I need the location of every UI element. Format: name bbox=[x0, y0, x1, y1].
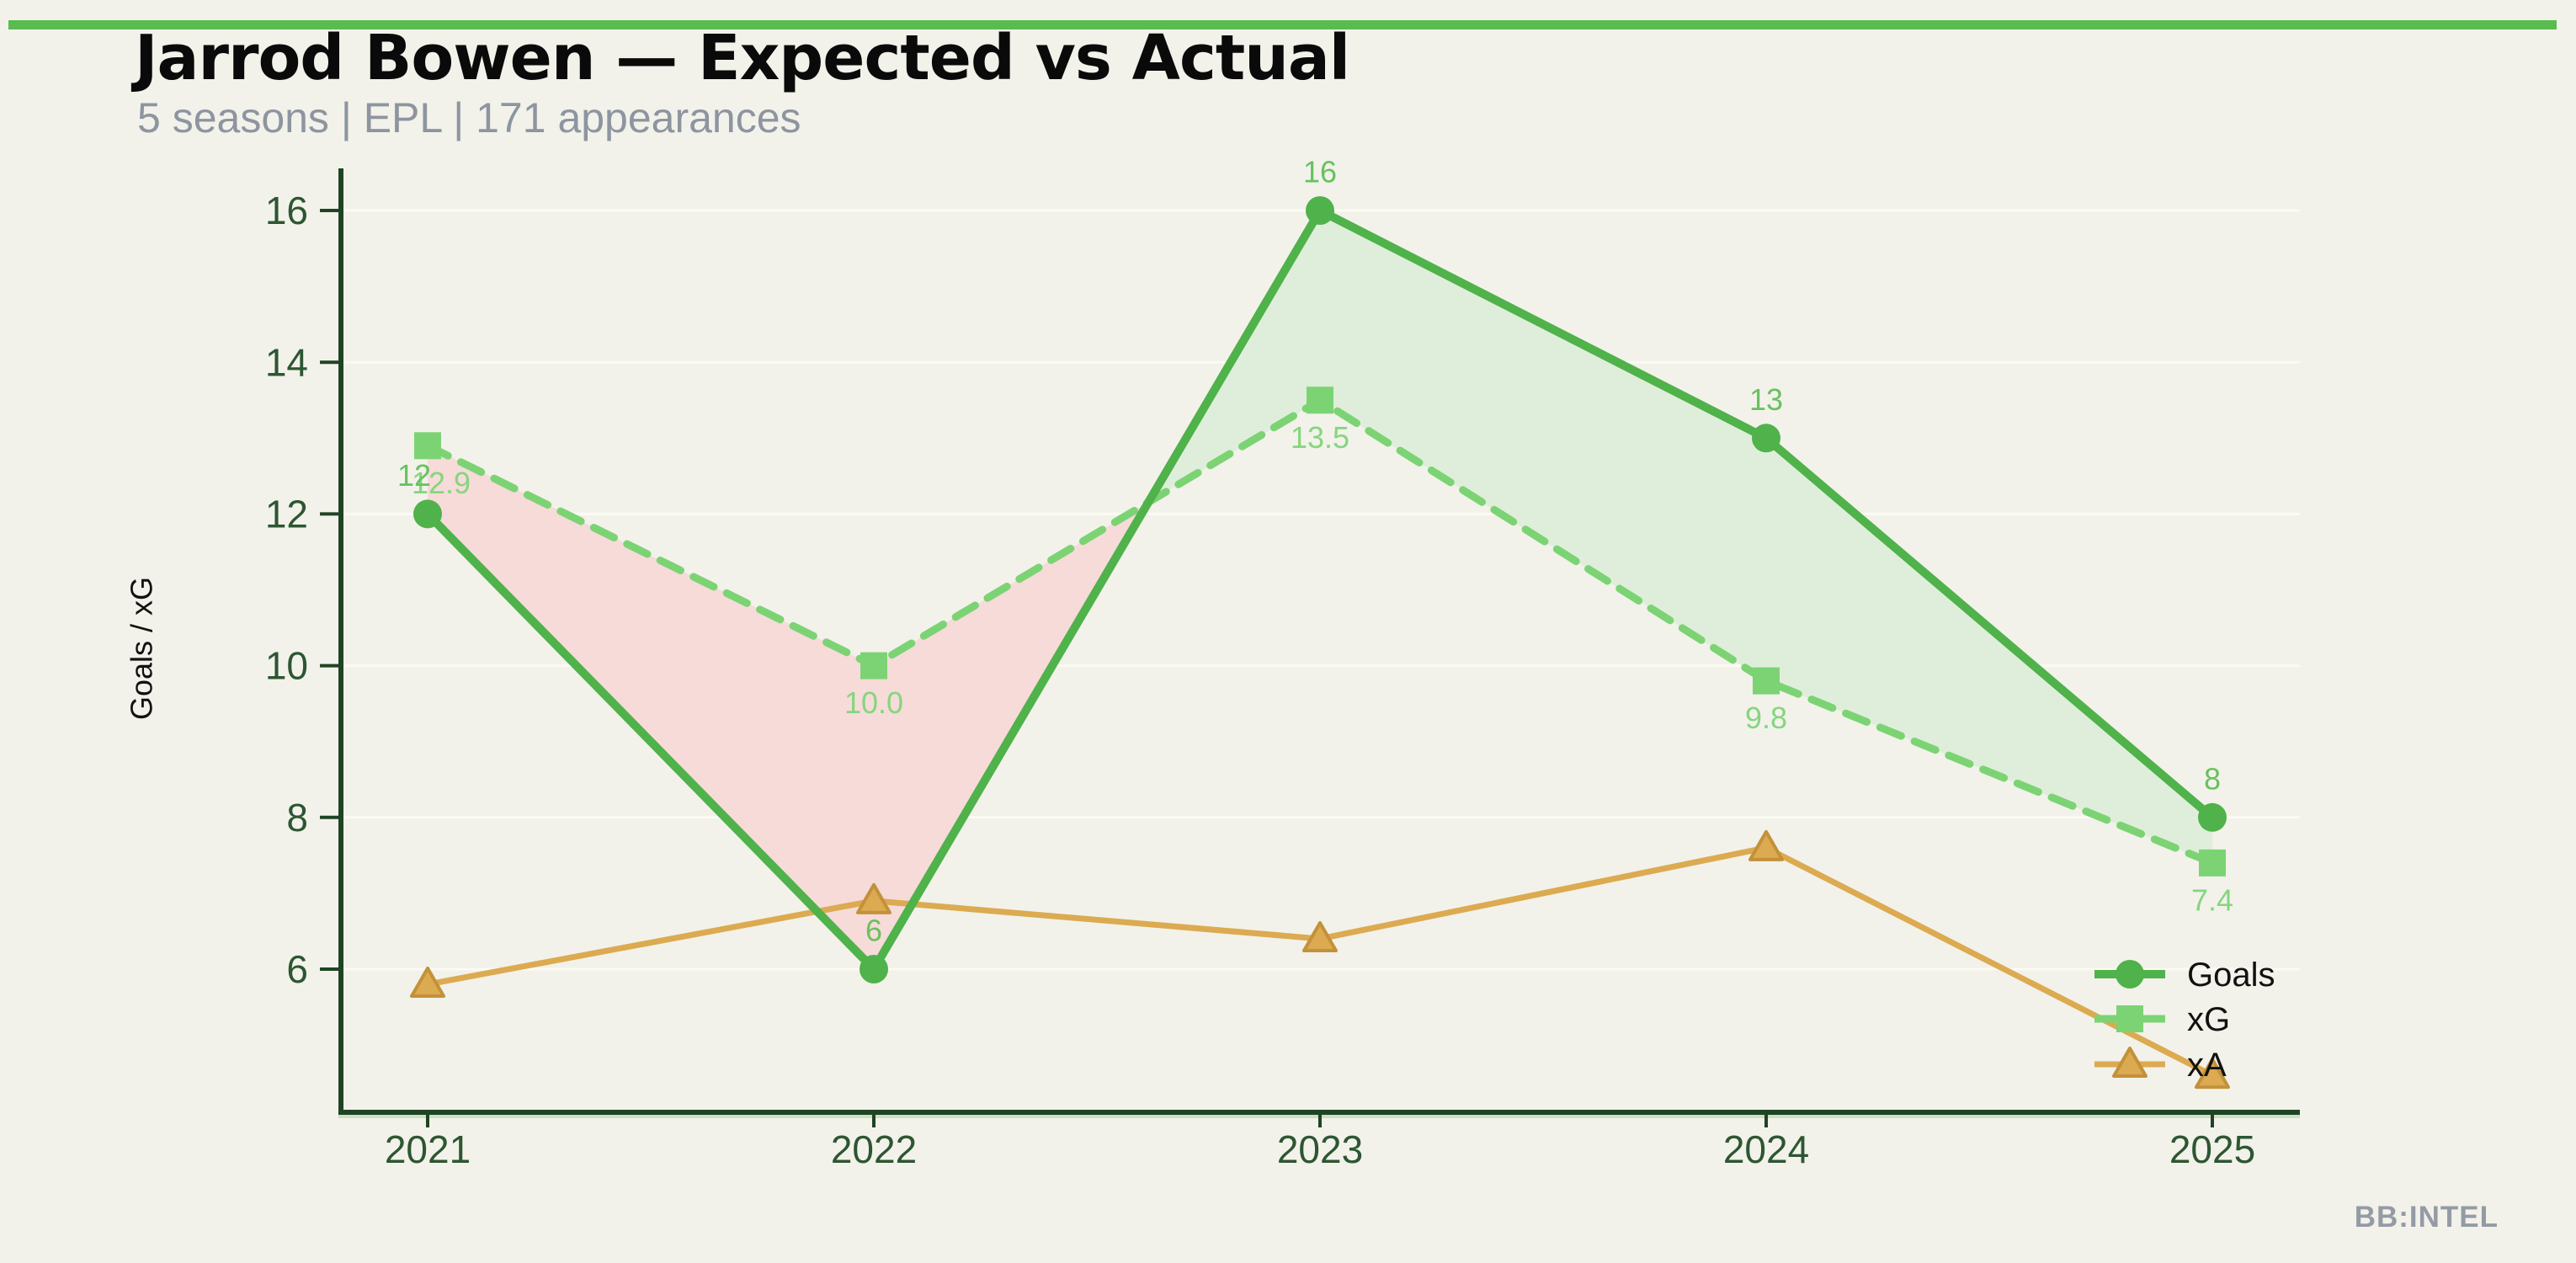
data-point-circle bbox=[1306, 196, 1334, 225]
data-point-triangle bbox=[1302, 920, 1338, 952]
x-tick-label: 2021 bbox=[385, 1127, 471, 1171]
point-label-xG: 13.5 bbox=[1291, 420, 1349, 455]
series-line-xA bbox=[424, 845, 2216, 1079]
data-point-square bbox=[860, 652, 887, 679]
y-tick-label: 6 bbox=[286, 947, 308, 991]
data-point-square bbox=[2199, 849, 2226, 877]
y-tick-label: 12 bbox=[265, 493, 308, 536]
watermark-logo: BB:INTEL bbox=[2354, 1201, 2499, 1234]
point-label-Goals: 12 bbox=[397, 458, 431, 493]
legend-label-xA: xA bbox=[2187, 1047, 2227, 1084]
y-tick-label: 16 bbox=[265, 189, 308, 232]
x-tick-label: 2024 bbox=[1723, 1127, 1809, 1171]
data-point-square bbox=[2116, 1005, 2143, 1032]
y-tick-label: 8 bbox=[286, 796, 308, 839]
data-point-square bbox=[1753, 667, 1780, 695]
data-point-triangle bbox=[856, 882, 891, 914]
data-point-circle bbox=[860, 955, 888, 983]
data-point-triangle bbox=[2112, 1047, 2148, 1078]
chart-title: Jarrod Bowen — Expected vs Actual bbox=[135, 22, 1350, 94]
data-point-square bbox=[1307, 386, 1333, 414]
data-point-triangle bbox=[2195, 1058, 2230, 1090]
data-point-circle bbox=[2198, 802, 2227, 832]
y-axis-title: Goals / xG bbox=[125, 577, 159, 720]
point-label-xG: 9.8 bbox=[1745, 701, 1787, 735]
point-label-Goals: 8 bbox=[2204, 761, 2221, 796]
chart-subtitle: 5 seasons | EPL | 171 appearances bbox=[137, 94, 801, 141]
legend-label-xG: xG bbox=[2187, 1001, 2230, 1038]
data-point-circle bbox=[413, 499, 442, 529]
point-label-xG: 12.9 bbox=[412, 466, 471, 500]
point-label-xG: 7.4 bbox=[2191, 882, 2233, 917]
y-tick-label: 14 bbox=[265, 340, 308, 384]
data-point-triangle bbox=[1748, 829, 1784, 861]
x-tick-label: 2022 bbox=[831, 1127, 917, 1171]
x-tick-label: 2023 bbox=[1277, 1127, 1363, 1171]
x-tick-label: 2025 bbox=[2169, 1127, 2255, 1171]
point-label-xG: 10.0 bbox=[844, 685, 903, 720]
data-point-circle bbox=[2116, 960, 2144, 989]
data-point-triangle bbox=[410, 967, 445, 999]
data-point-circle bbox=[1752, 424, 1780, 453]
data-point-square bbox=[414, 432, 441, 460]
point-label-Goals: 6 bbox=[865, 914, 882, 948]
y-tick-label: 10 bbox=[265, 644, 308, 688]
fill-overperformance bbox=[1148, 210, 2212, 863]
legend-label-Goals: Goals bbox=[2187, 957, 2275, 994]
point-label-Goals: 13 bbox=[1749, 382, 1783, 417]
fill-underperformance bbox=[428, 445, 1149, 969]
top-accent-bar bbox=[8, 20, 2557, 29]
point-label-Goals: 16 bbox=[1303, 155, 1337, 189]
